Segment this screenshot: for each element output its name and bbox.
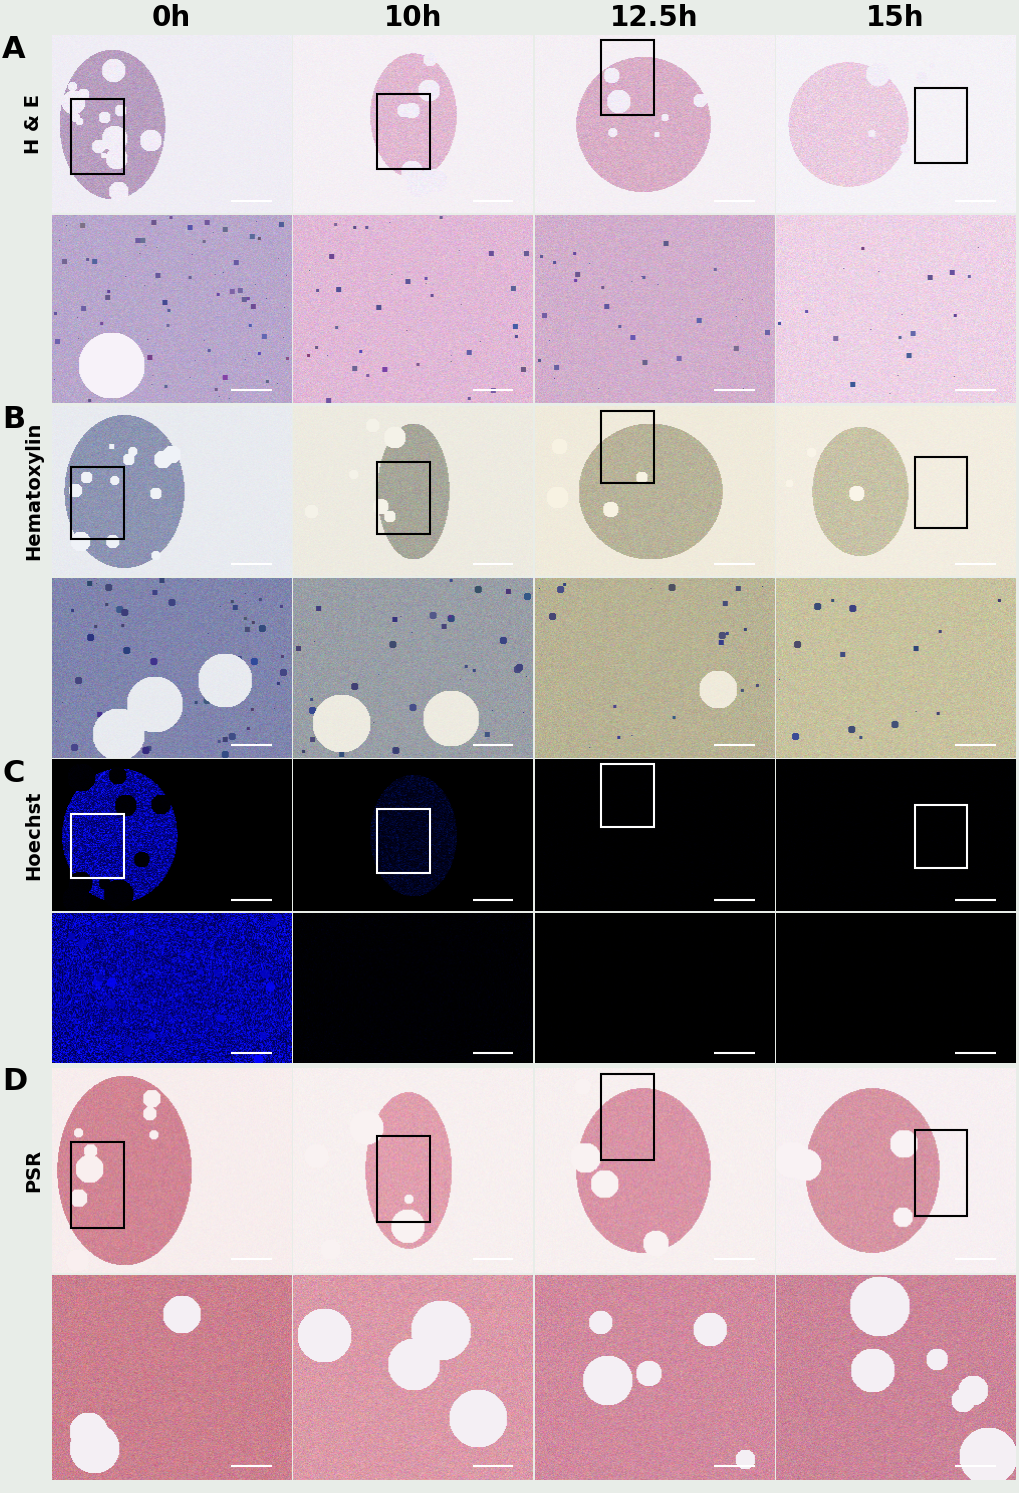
Bar bbox=[71, 1142, 123, 1227]
Text: 0h: 0h bbox=[152, 4, 191, 31]
Bar bbox=[601, 40, 653, 115]
Bar bbox=[914, 1130, 966, 1215]
Bar bbox=[377, 1136, 429, 1221]
Text: 15h: 15h bbox=[865, 4, 923, 31]
Bar bbox=[377, 463, 429, 533]
Text: 10h: 10h bbox=[383, 4, 441, 31]
Text: Hematoxylin: Hematoxylin bbox=[24, 423, 44, 560]
Bar bbox=[601, 411, 653, 482]
Bar bbox=[601, 763, 653, 827]
Text: 12.5h: 12.5h bbox=[609, 4, 698, 31]
Text: PSR: PSR bbox=[24, 1150, 44, 1191]
Bar bbox=[71, 814, 123, 878]
Bar bbox=[914, 457, 966, 529]
Bar bbox=[377, 809, 429, 873]
Text: C: C bbox=[2, 758, 24, 787]
Bar bbox=[914, 805, 966, 869]
Bar bbox=[71, 467, 123, 539]
Text: H & E: H & E bbox=[24, 94, 44, 154]
Text: Hoechst: Hoechst bbox=[24, 790, 44, 879]
Bar bbox=[377, 94, 429, 169]
Bar bbox=[601, 1073, 653, 1160]
Bar bbox=[914, 88, 966, 163]
Bar bbox=[71, 99, 123, 173]
Text: D: D bbox=[2, 1067, 28, 1096]
Text: A: A bbox=[2, 34, 25, 64]
Text: B: B bbox=[2, 406, 25, 434]
